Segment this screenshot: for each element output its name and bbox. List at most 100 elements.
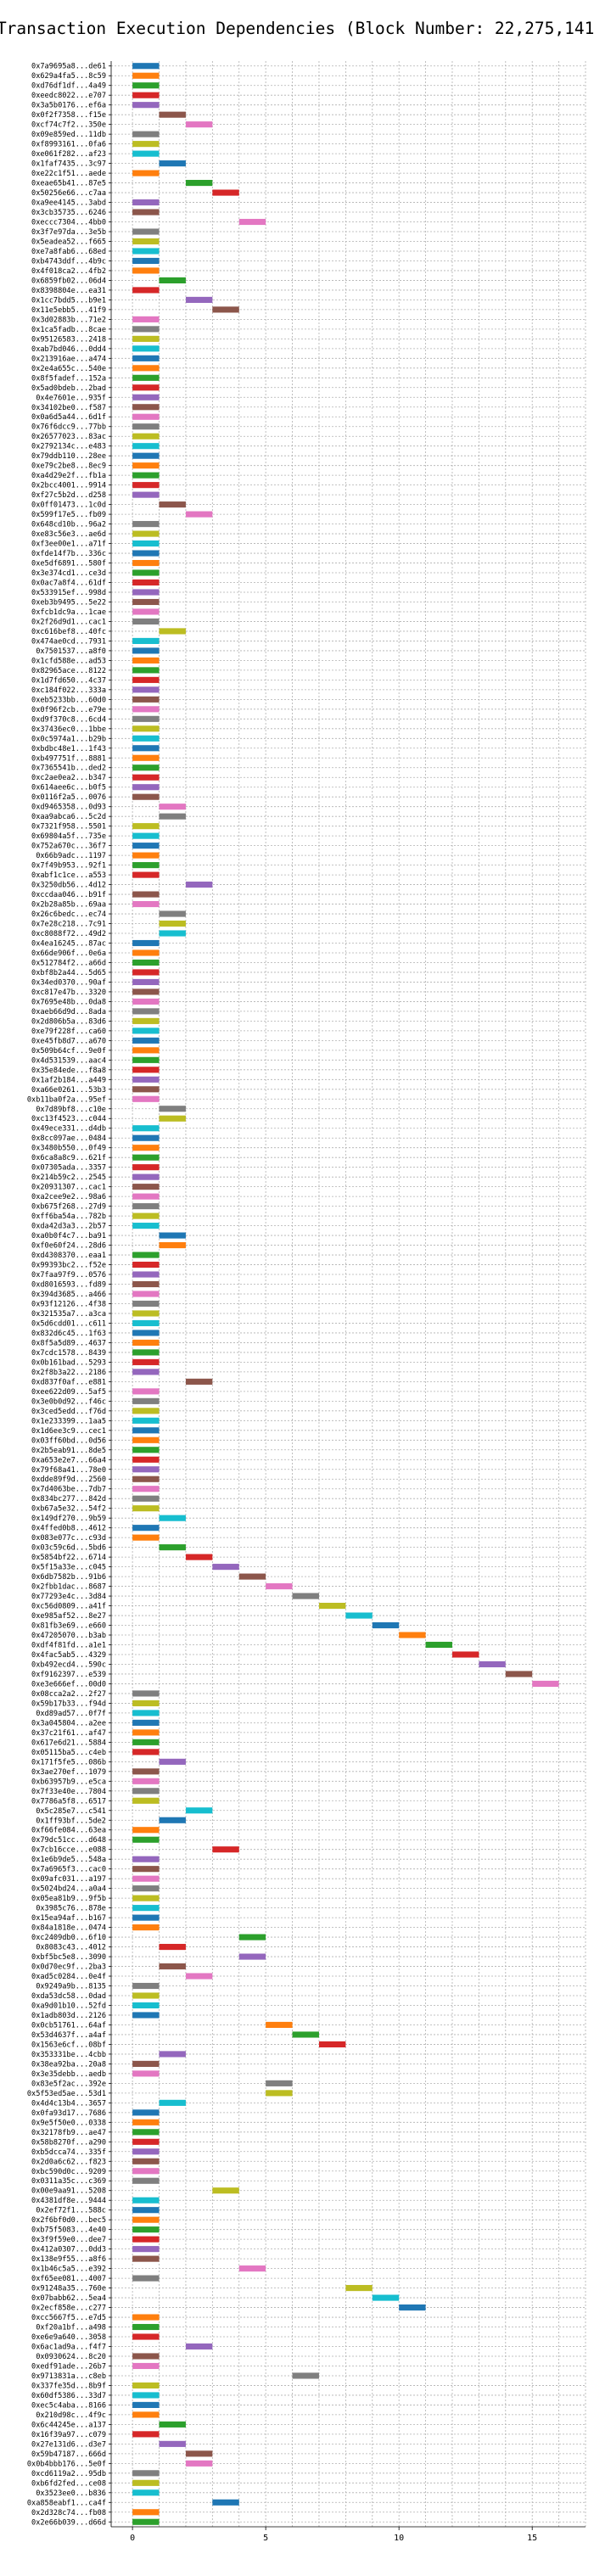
transaction-bar — [212, 189, 239, 196]
transaction-label: 0x5f15a33e...c045 — [31, 1564, 106, 1572]
transaction-label: 0x3a045804...a2ee — [31, 1719, 106, 1728]
transaction-label: 0x4f018ca2...4fb2 — [31, 267, 106, 276]
transaction-bar — [132, 2431, 160, 2438]
transaction-bar — [132, 1028, 160, 1034]
transaction-label: 0x509b64cf...9e0f — [31, 1047, 106, 1056]
transaction-bar — [132, 2509, 160, 2516]
transaction-label: 0xe83c56e3...ae6d — [31, 530, 106, 539]
transaction-label: 0xb497751f...8881 — [31, 754, 106, 763]
transaction-label: 0x2bcc4001...9914 — [31, 482, 106, 490]
transaction-bar — [132, 2148, 160, 2155]
transaction-bar — [132, 228, 160, 235]
transaction-label: 0x37c21f61...af47 — [31, 1729, 106, 1738]
transaction-bar — [132, 1164, 160, 1171]
transaction-label: 0x93f12126...4f38 — [31, 1300, 106, 1308]
transaction-label: 0x9713831a...c8eb — [31, 2372, 106, 2381]
transaction-bar — [132, 92, 160, 98]
transaction-label: 0x0b161bad...5293 — [31, 1358, 106, 1367]
grid-layer — [111, 61, 586, 2527]
transaction-label: 0xbc590d0c...9209 — [31, 2168, 106, 2176]
transaction-label: 0x66de906f...0e6a — [31, 949, 106, 958]
transaction-bar — [132, 988, 160, 995]
transaction-bar — [132, 832, 160, 839]
transaction-label: 0xa2cee9e2...98a6 — [31, 1193, 106, 1201]
transaction-bar — [132, 1408, 160, 1414]
transaction-label: 0x2b28a85b...69aa — [31, 901, 106, 910]
transaction-label: 0xd4308370...eaa1 — [31, 1252, 106, 1260]
transaction-bar — [132, 423, 160, 430]
transaction-bar — [132, 667, 160, 674]
transaction-bar — [132, 82, 160, 89]
transaction-bar — [132, 1193, 160, 1200]
transaction-bar — [159, 1544, 186, 1551]
transaction-label: 0x3985c76...878e — [36, 1905, 106, 1913]
transaction-label: 0x4d4c13b4...3657 — [31, 2099, 106, 2108]
transaction-bar — [132, 2236, 160, 2243]
transaction-label: 0x53d4637f...a4af — [31, 2031, 106, 2040]
transaction-label: 0xf3ee00e1...a71f — [31, 540, 106, 549]
transaction-bar — [132, 871, 160, 878]
transaction-bar — [132, 326, 160, 333]
transaction-bar — [159, 1963, 186, 1970]
transaction-label: 0xd8016593...fd89 — [31, 1281, 106, 1290]
transaction-bar — [132, 900, 160, 908]
transaction-bar — [132, 316, 160, 322]
transaction-bar — [132, 345, 160, 352]
transaction-bar — [292, 1593, 319, 1599]
transaction-label: 0xda42d3a3...2b57 — [31, 1223, 106, 1231]
transaction-bar — [132, 443, 160, 450]
transaction-label: 0xb67a5e32...54f2 — [31, 1505, 106, 1514]
transaction-label: 0x834bc277...842d — [31, 1495, 106, 1504]
transaction-bar — [212, 2499, 239, 2506]
transaction-bar — [132, 1047, 160, 1054]
transaction-bar — [266, 2080, 293, 2086]
transaction-bar — [132, 559, 160, 567]
transaction-label: 0x8f5fadef...152a — [31, 374, 106, 383]
transaction-bar — [132, 1203, 160, 1210]
transaction-bar — [132, 891, 160, 898]
transaction-label: 0x1b46c5a5...e392 — [31, 2265, 106, 2274]
transaction-bar — [532, 1680, 559, 1688]
transaction-label: 0xa858eabf1...ca4f — [27, 2499, 106, 2507]
transaction-label: 0x0311a35c...c369 — [31, 2177, 106, 2186]
transaction-bar — [132, 1690, 160, 1697]
transaction-label: 0x1ff93bf...5de2 — [36, 1817, 106, 1825]
transaction-label: 0x214b59c2...2545 — [31, 1173, 106, 1182]
transaction-bar — [372, 2294, 400, 2301]
transaction-bar — [132, 2138, 160, 2145]
transaction-bar — [132, 1505, 160, 1512]
transaction-bar — [479, 1660, 506, 1668]
transaction-label: 0x4ea16245...87ac — [31, 939, 106, 948]
transaction-label: 0xa9ee4145...3abd — [31, 199, 106, 208]
transaction-bar — [132, 2246, 160, 2253]
transaction-bar — [132, 852, 160, 859]
transaction-label: 0x7786a5f8...6517 — [31, 1797, 106, 1806]
transaction-label: 0xa653e2e7...66a4 — [31, 1456, 106, 1464]
transaction-label: 0x7501537...a8f0 — [36, 647, 106, 656]
transaction-label: 0x1adb803d...2126 — [31, 2012, 106, 2020]
transaction-bar — [132, 1017, 160, 1024]
transaction-label: 0x27e131d6...d3e7 — [31, 2440, 106, 2449]
transaction-label: 0x3f9f59e0...dee7 — [31, 2236, 106, 2244]
transaction-bar — [132, 1456, 160, 1463]
transaction-bar — [292, 2372, 319, 2379]
transaction-label: 0x26577023...83ac — [31, 433, 106, 441]
transaction-label: 0x9249a9b...8135 — [36, 1983, 106, 1991]
transaction-bar — [132, 745, 160, 752]
transaction-label: 0xb6fd2fed...ce08 — [31, 2479, 106, 2488]
transaction-bar — [132, 521, 160, 528]
transaction-bar — [132, 1982, 160, 1990]
transaction-bar — [132, 1008, 160, 1015]
transaction-label: 0xfde14f7b...336c — [31, 550, 106, 558]
transaction-label: 0x3ae270ef...1079 — [31, 1768, 106, 1777]
transaction-bar — [159, 1758, 186, 1765]
transaction-bar — [132, 394, 160, 400]
transaction-bar — [132, 1827, 160, 1834]
transaction-label: 0x66b9adc...1197 — [36, 852, 106, 860]
transaction-label: 0xb11ba0f2a...95ef — [27, 1095, 106, 1104]
transaction-bar — [132, 141, 160, 148]
transaction-label: 0x7faa97f9...0576 — [31, 1271, 106, 1280]
transaction-label: 0x213916ae...a474 — [31, 355, 106, 363]
transaction-bar — [132, 2314, 160, 2321]
transaction-bar — [132, 657, 160, 664]
